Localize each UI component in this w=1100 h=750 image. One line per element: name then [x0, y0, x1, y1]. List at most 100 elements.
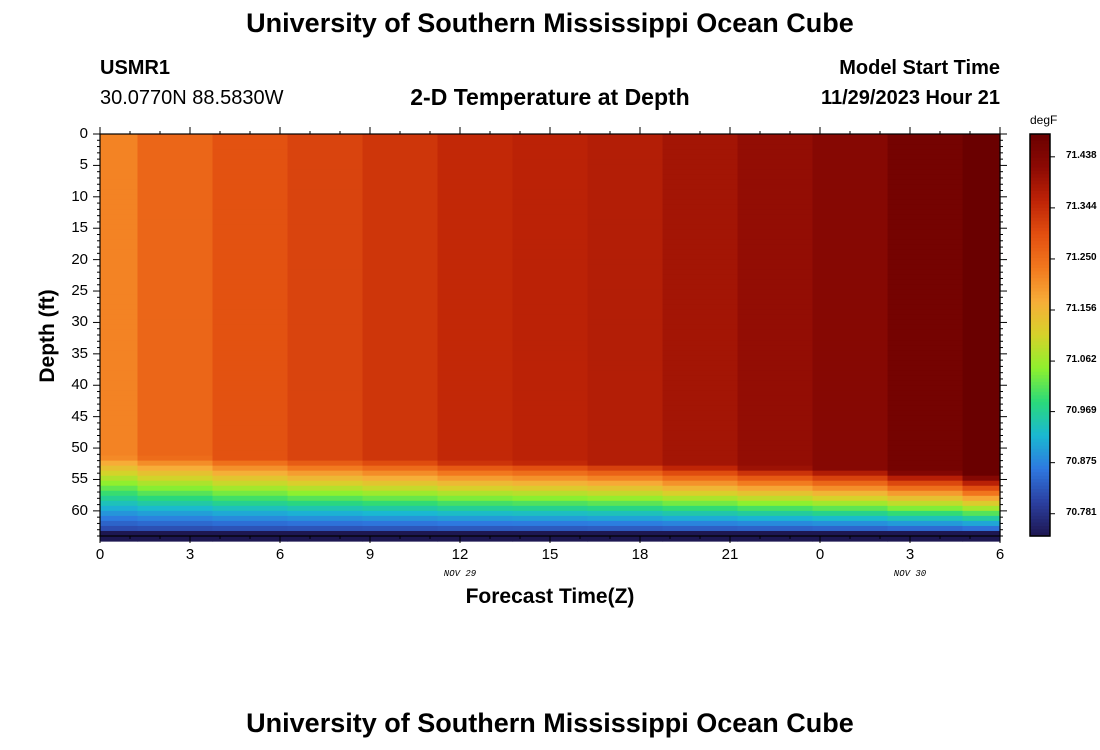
heatmap-cell [137, 204, 214, 210]
heatmap-cell [662, 425, 739, 432]
heatmap-cell [362, 174, 439, 180]
heatmap-cell [137, 199, 214, 205]
heatmap-cell [287, 370, 364, 376]
heatmap-cell [512, 360, 589, 366]
heatmap-cell [212, 319, 289, 326]
heatmap-cell [737, 425, 814, 432]
colorbar-segment [1030, 164, 1050, 169]
model-start-value: 11/29/2023 Hour 21 [820, 87, 1000, 109]
colorbar-segment [1030, 257, 1050, 262]
heatmap-cell [287, 430, 364, 437]
colorbar-segment [1030, 244, 1050, 249]
heatmap-cell [812, 144, 889, 150]
heatmap-cell [662, 420, 739, 427]
heatmap-cell [812, 249, 889, 256]
heatmap-cell [137, 244, 214, 251]
heatmap-cell [587, 244, 664, 251]
heatmap-cell [962, 234, 1001, 241]
heatmap-cell [437, 224, 514, 231]
heatmap-cell [887, 410, 964, 416]
x-tick-label: 9 [365, 546, 375, 563]
heatmap-cell [100, 490, 139, 497]
heatmap-cell [587, 475, 664, 482]
heatmap-cell [437, 495, 514, 502]
heatmap-cell [962, 340, 1001, 346]
heatmap-cell [812, 259, 889, 266]
heatmap-cell [437, 445, 514, 452]
colorbar-segment [1030, 298, 1050, 303]
heatmap-cell [662, 525, 739, 532]
heatmap-cell [437, 440, 514, 447]
y-tick-label: 20 [71, 250, 88, 268]
heatmap-cell [100, 515, 139, 522]
heatmap-cell [587, 309, 664, 316]
y-tick-label: 0 [79, 125, 88, 142]
heatmap-cell [287, 264, 364, 271]
heatmap-cell [887, 445, 964, 452]
heatmap-cell [362, 234, 439, 241]
heatmap-cell [887, 299, 964, 306]
colorbar-segment [1030, 281, 1050, 286]
heatmap-cell [587, 455, 664, 462]
heatmap-cell [812, 199, 889, 205]
heatmap-cell [962, 470, 1001, 477]
heatmap-cell [962, 536, 1001, 542]
heatmap-cell [362, 224, 439, 231]
heatmap-cell [962, 159, 1001, 165]
heatmap-cell [512, 259, 589, 266]
heatmap-cell [812, 360, 889, 366]
heatmap-cell [362, 400, 439, 406]
heatmap-cell [287, 500, 364, 507]
heatmap-cell [962, 239, 1001, 246]
colorbar-segment [1030, 177, 1050, 182]
colorbar-segment [1030, 425, 1050, 430]
heatmap-cell [212, 139, 289, 145]
heatmap-cell [737, 214, 814, 221]
heatmap-cell [887, 405, 964, 411]
heatmap-cell [887, 169, 964, 175]
heatmap-cell [737, 224, 814, 231]
heatmap-cell [437, 425, 514, 432]
heatmap-cell [662, 224, 739, 231]
heatmap-cell [362, 365, 439, 371]
heatmap-cell [962, 390, 1001, 396]
heatmap-cell [812, 164, 889, 170]
colorbar-segment [1030, 174, 1050, 179]
heatmap-cell [512, 335, 589, 341]
heatmap-cell [362, 510, 439, 517]
heatmap-cell [812, 289, 889, 296]
heatmap-cell [137, 249, 214, 256]
colorbar-segment [1030, 365, 1050, 370]
y-tick-label: 35 [71, 344, 88, 362]
heatmap-cell [737, 199, 814, 205]
heatmap-cell [887, 485, 964, 492]
colorbar-segment [1030, 231, 1050, 236]
heatmap-cell [887, 304, 964, 311]
colorbar-segment [1030, 428, 1050, 433]
heatmap-cell [662, 340, 739, 346]
heatmap-cell [212, 520, 289, 527]
colorbar-segment [1030, 378, 1050, 383]
heatmap-cell [362, 269, 439, 276]
heatmap-cell [437, 179, 514, 185]
heatmap-cell [437, 274, 514, 281]
heatmap-cell [437, 510, 514, 517]
colorbar-segment [1030, 194, 1050, 199]
heatmap-cell [437, 525, 514, 532]
heatmap-cell [212, 149, 289, 155]
heatmap-cell [287, 450, 364, 457]
heatmap-cell [212, 269, 289, 276]
heatmap-cell [212, 169, 289, 175]
heatmap-cell [662, 455, 739, 462]
colorbar-segment [1030, 237, 1050, 242]
heatmap-cell [362, 360, 439, 366]
colorbar-segment [1030, 358, 1050, 363]
heatmap-cell [512, 149, 589, 155]
heatmap-cell [737, 209, 814, 216]
heatmap-cell [887, 465, 964, 472]
heatmap-cell [737, 279, 814, 286]
heatmap-cell [362, 350, 439, 356]
heatmap-cell [962, 194, 1001, 200]
heatmap-cell [812, 355, 889, 361]
heatmap-cell [137, 380, 214, 386]
